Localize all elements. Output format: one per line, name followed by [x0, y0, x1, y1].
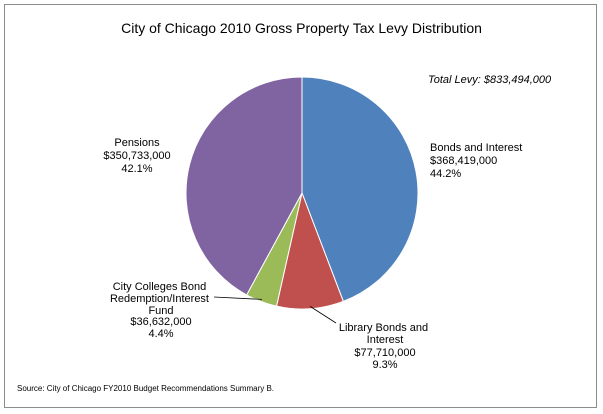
slice-bonds-and-interest [301, 76, 419, 303]
label-pensions-percent: 42.1% [121, 163, 152, 175]
label-bonds-percent: 44.2% [430, 168, 461, 180]
leader-line-colleges [213, 296, 263, 300]
label-library-value: $77,710,000 [354, 347, 415, 359]
total-levy-annotation: Total Levy: $833,494,000 [428, 74, 552, 86]
label-library-name: Library Bonds and Interest [339, 322, 431, 346]
leader-lines [213, 296, 337, 324]
label-pensions-name: Pensions [114, 137, 160, 149]
label-library-percent: 9.3% [372, 359, 397, 371]
label-pensions-value: $350,733,000 [103, 150, 170, 162]
pie-slices [185, 76, 419, 310]
source-note: Source: City of Chicago FY2010 Budget Re… [17, 384, 275, 393]
label-bonds-value: $368,419,000 [430, 155, 497, 167]
label-colleges-name: City Colleges Bond Redemption/Interest F… [110, 281, 212, 317]
chart-title: City of Chicago 2010 Gross Property Tax … [121, 20, 482, 36]
label-colleges-percent: 4.4% [148, 328, 173, 340]
label-bonds-name: Bonds and Interest [430, 142, 522, 154]
slice-pensions [185, 76, 303, 296]
leader-line-library [309, 306, 337, 324]
label-colleges-value: $36,632,000 [130, 316, 191, 328]
